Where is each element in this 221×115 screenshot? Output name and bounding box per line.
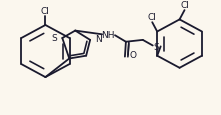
Text: S: S [51, 33, 57, 42]
Text: N: N [95, 34, 102, 43]
Text: O: O [130, 51, 137, 60]
Text: Cl: Cl [180, 1, 189, 10]
Text: Cl: Cl [148, 13, 157, 22]
Text: Cl: Cl [41, 7, 50, 16]
Text: NH: NH [101, 30, 115, 39]
Text: S: S [154, 43, 160, 51]
